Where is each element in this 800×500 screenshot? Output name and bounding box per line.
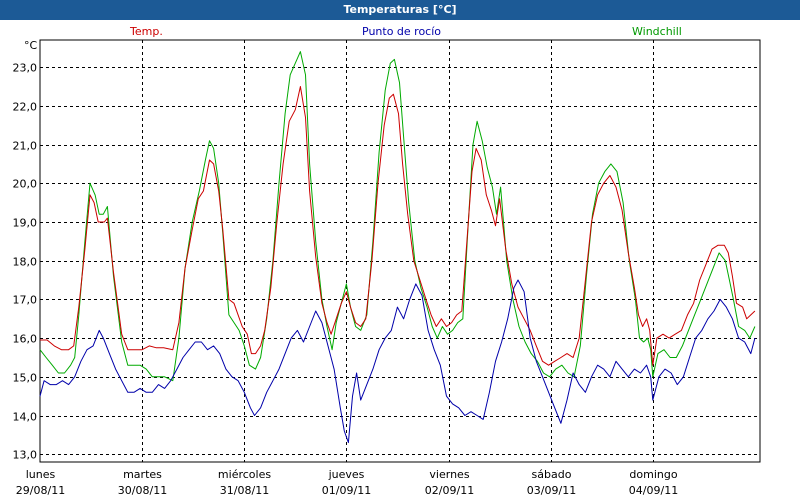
- y-tick-label: 20,0: [13, 178, 38, 191]
- legend-dew-point: Punto de rocío: [362, 25, 442, 38]
- series-temp-line: [40, 86, 756, 366]
- y-tick-label: 14,0: [13, 411, 38, 424]
- x-tick-date: 31/08/11: [220, 484, 269, 497]
- x-tick-date: 04/09/11: [629, 484, 678, 497]
- x-tick-date: 29/08/11: [16, 484, 65, 497]
- legend-temp: Temp.: [130, 25, 163, 38]
- x-tick-date: 02/09/11: [425, 484, 474, 497]
- x-tick-day: martes: [123, 468, 162, 481]
- plot-area: [39, 39, 761, 463]
- series-dew-point-line: [39, 279, 756, 444]
- x-tick-date: 30/08/11: [118, 484, 167, 497]
- y-tick-label: 15,0: [13, 372, 38, 385]
- y-tick-label: 17,0: [13, 294, 38, 307]
- x-tick-day: sábado: [532, 468, 572, 481]
- y-tick-label: 16,0: [13, 333, 38, 346]
- series-windchill-line: [39, 51, 756, 382]
- y-tick-label: 22,0: [13, 101, 38, 114]
- x-tick-date: 01/09/11: [322, 484, 371, 497]
- x-tick-day: miércoles: [218, 468, 271, 481]
- y-tick-label: 21,0: [13, 140, 38, 153]
- y-tick-label: 23,0: [13, 62, 38, 75]
- x-tick-day: jueves: [328, 468, 365, 481]
- y-tick-label: 19,0: [13, 217, 38, 230]
- x-tick-day: viernes: [429, 468, 469, 481]
- y-tick-label: 13,0: [13, 449, 38, 462]
- legend-windchill: Windchill: [632, 25, 682, 38]
- y-axis-label: °C: [24, 39, 38, 52]
- y-tick-label: 18,0: [13, 256, 38, 269]
- x-tick-day: domingo: [629, 468, 677, 481]
- x-tick-date: 03/09/11: [527, 484, 576, 497]
- chart-title: Temperaturas [°C]: [0, 0, 800, 20]
- x-tick-day: lunes: [26, 468, 56, 481]
